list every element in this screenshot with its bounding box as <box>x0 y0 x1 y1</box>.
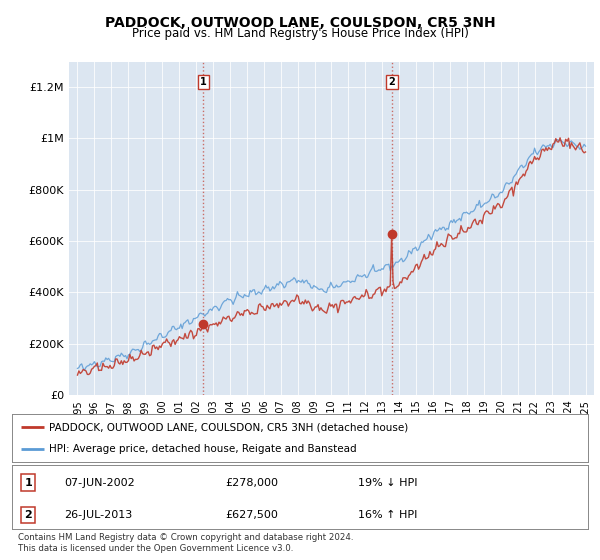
Text: 19% ↓ HPI: 19% ↓ HPI <box>358 478 417 488</box>
Text: PADDOCK, OUTWOOD LANE, COULSDON, CR5 3NH (detached house): PADDOCK, OUTWOOD LANE, COULSDON, CR5 3NH… <box>49 422 409 432</box>
Text: £278,000: £278,000 <box>225 478 278 488</box>
Text: 2: 2 <box>24 510 32 520</box>
Text: 26-JUL-2013: 26-JUL-2013 <box>64 510 132 520</box>
Text: Contains HM Land Registry data © Crown copyright and database right 2024.
This d: Contains HM Land Registry data © Crown c… <box>18 533 353 553</box>
Text: 1: 1 <box>200 77 207 87</box>
Text: 2: 2 <box>388 77 395 87</box>
Text: 16% ↑ HPI: 16% ↑ HPI <box>358 510 417 520</box>
Text: HPI: Average price, detached house, Reigate and Banstead: HPI: Average price, detached house, Reig… <box>49 444 357 454</box>
Text: Price paid vs. HM Land Registry's House Price Index (HPI): Price paid vs. HM Land Registry's House … <box>131 27 469 40</box>
Text: 1: 1 <box>24 478 32 488</box>
Text: PADDOCK, OUTWOOD LANE, COULSDON, CR5 3NH: PADDOCK, OUTWOOD LANE, COULSDON, CR5 3NH <box>104 16 496 30</box>
Text: £627,500: £627,500 <box>225 510 278 520</box>
Text: 07-JUN-2002: 07-JUN-2002 <box>64 478 134 488</box>
